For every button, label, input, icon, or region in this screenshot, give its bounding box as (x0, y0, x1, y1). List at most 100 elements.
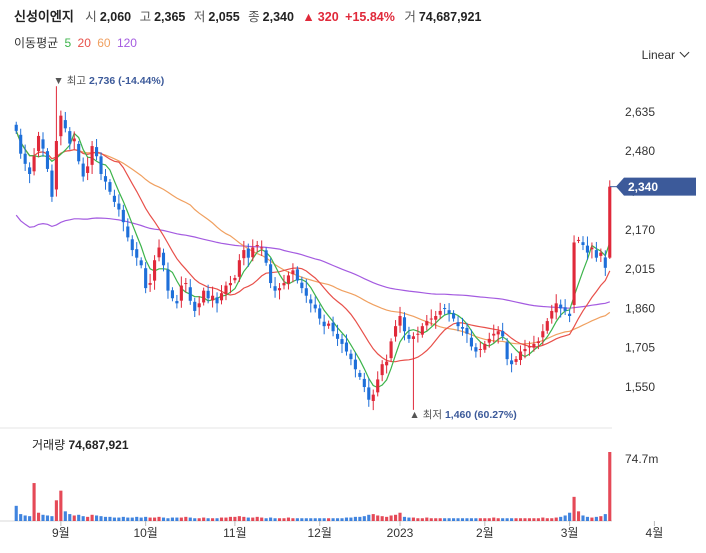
volume-bar (465, 518, 469, 521)
candle-body (447, 310, 451, 314)
volume-bar (594, 516, 598, 521)
volume-bar (153, 517, 157, 521)
volume-bar (545, 518, 549, 521)
ma5-legend[interactable]: 5 (64, 36, 72, 50)
volume-bar (523, 518, 527, 521)
volume-bar (139, 517, 143, 521)
ma120-legend[interactable]: 120 (116, 36, 137, 50)
candle-body (237, 260, 241, 277)
y-tick-label: 2,015 (625, 262, 655, 276)
volume-label: 거 (404, 10, 416, 24)
candle-body (608, 186, 612, 258)
candle-body (599, 252, 603, 256)
volume-bar (224, 517, 228, 521)
x-tick-label: 2월 (476, 526, 494, 540)
ma20-legend[interactable]: 20 (77, 36, 91, 50)
volume-bar (416, 518, 420, 521)
candle-body (505, 342, 509, 360)
volume-bar (246, 517, 250, 521)
volume-bar (170, 517, 174, 521)
candle-body (144, 268, 148, 289)
volume-bar (255, 516, 259, 521)
volume-bar (483, 518, 487, 521)
volume-bar (358, 516, 362, 521)
candle-body (99, 156, 103, 174)
candle-body (460, 327, 465, 329)
candle-body (157, 247, 161, 258)
candle-body (90, 146, 94, 165)
volume-bar (590, 517, 594, 521)
low-value: 2,055 (208, 10, 240, 24)
volume-axis-label: 74.7m (625, 452, 658, 466)
candle-body (425, 321, 429, 326)
volume-bar (175, 517, 179, 521)
x-tick-label: 3월 (561, 526, 579, 540)
candle-body (559, 304, 563, 309)
candle-body (269, 264, 273, 284)
volume-bar (581, 515, 585, 521)
x-tick-label: 12월 (307, 526, 331, 540)
candle-body (585, 245, 590, 253)
volume-bar (260, 517, 264, 521)
candle-body (438, 310, 442, 315)
candle-body (211, 295, 215, 301)
candle-body (233, 277, 237, 281)
volume-bar (447, 518, 451, 521)
volume-bar (211, 518, 215, 521)
volume-bar (322, 518, 326, 521)
volume-bar (411, 517, 415, 521)
volume-bar (331, 518, 335, 521)
candle-body (527, 346, 532, 348)
candle-body (389, 341, 393, 359)
volume-bar (376, 515, 380, 521)
candle-body (483, 343, 487, 350)
volume-bar (242, 516, 246, 521)
candle-body (322, 321, 326, 327)
volume-bar (603, 514, 607, 521)
close-label: 종 (248, 10, 260, 24)
volume-bar (273, 518, 277, 521)
volume-bar (335, 518, 340, 521)
volume-bar (99, 516, 103, 521)
candle-body (197, 303, 201, 308)
candle-body (68, 131, 72, 144)
x-tick-label: 4월 (646, 526, 664, 540)
candle-body (344, 342, 349, 352)
candle-body (77, 143, 81, 162)
scale-dropdown-label: Linear (641, 48, 675, 62)
candle-body (161, 252, 166, 266)
candle-body (318, 308, 322, 319)
volume-bar (197, 518, 201, 521)
candle-body (402, 317, 407, 332)
x-tick-label: 9월 (52, 526, 70, 540)
stock-name: 신성이엔지 (14, 9, 74, 24)
candle-body (358, 372, 362, 377)
candle-body (313, 304, 317, 309)
volume-bar (121, 516, 125, 521)
candle-body (286, 275, 291, 284)
candle-body (492, 333, 496, 336)
candle-body (443, 308, 447, 310)
high-value: 2,365 (154, 10, 186, 24)
volume-bar (505, 518, 509, 521)
volume-bar (353, 516, 357, 521)
scale-dropdown[interactable]: Linear (641, 47, 690, 62)
volume-bar (144, 516, 148, 521)
volume-bar (81, 516, 85, 521)
volume-bar (188, 517, 192, 521)
candle-body (304, 288, 308, 296)
candle-body (434, 316, 438, 320)
candle-body (36, 135, 41, 152)
volume-bar (206, 518, 210, 521)
volume-bar (536, 518, 540, 521)
ma60-legend[interactable]: 60 (97, 36, 111, 50)
candle-body (130, 239, 134, 251)
candle-body (251, 247, 255, 258)
candle-body (135, 249, 139, 258)
volume-bar (550, 518, 554, 521)
candle-body (496, 331, 500, 335)
volume-bar (425, 517, 429, 521)
low-marker: ▲ 최저 1,460 (60.27%) (409, 409, 516, 421)
volume-bar (77, 514, 81, 521)
